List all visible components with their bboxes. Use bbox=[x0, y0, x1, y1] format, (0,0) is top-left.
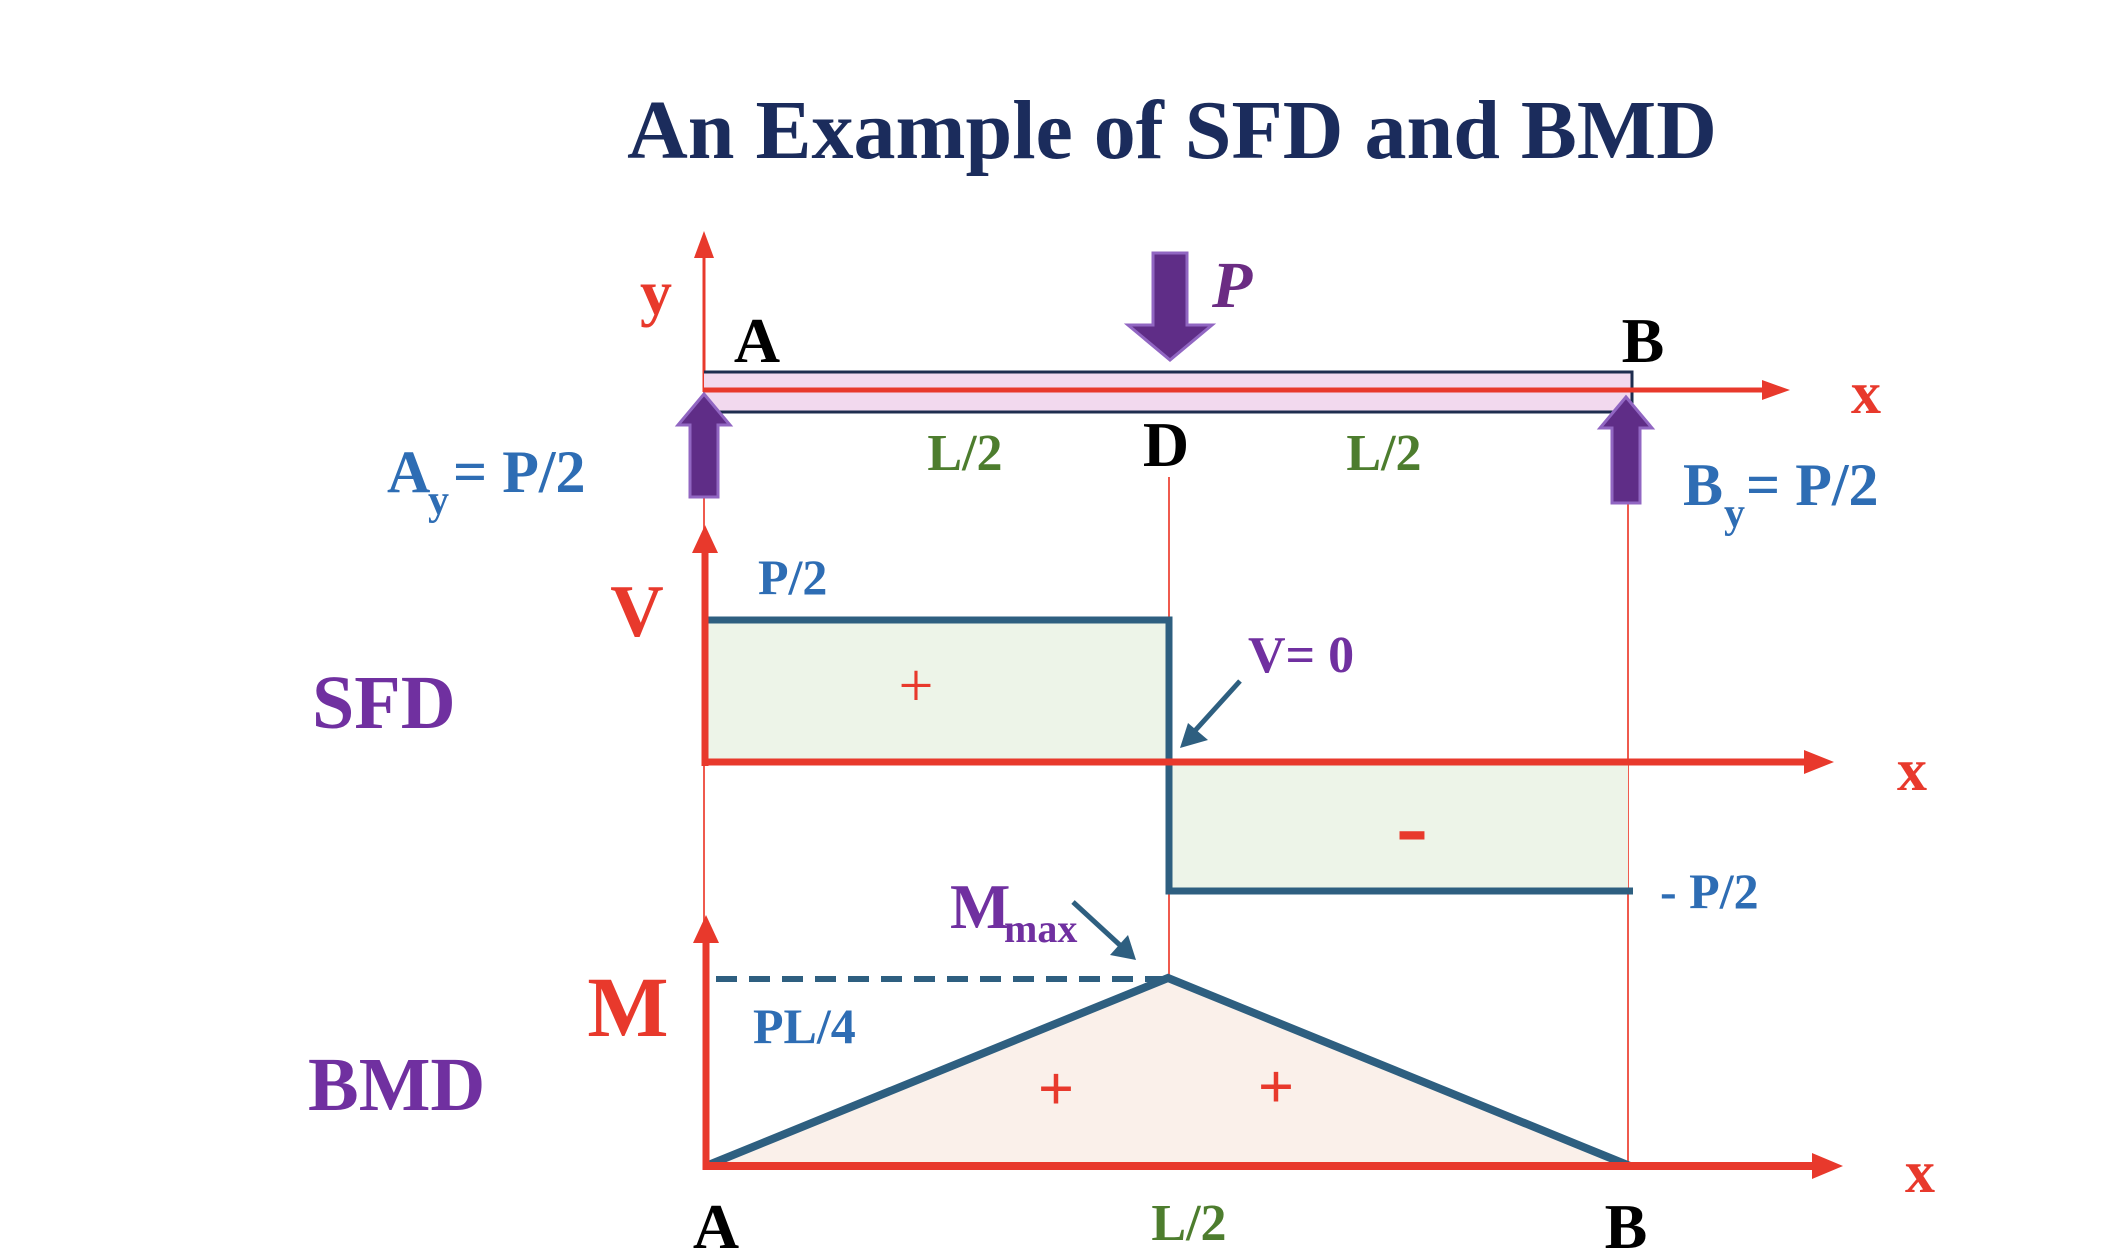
load-p-arrow-shape bbox=[1123, 251, 1217, 362]
bmd-point-a-label: A bbox=[693, 1191, 739, 1252]
load-p-label: P bbox=[1211, 249, 1253, 322]
bmd-mmax-arrow-line bbox=[1071, 900, 1124, 949]
reaction-a-sub: y bbox=[428, 478, 449, 524]
sfd-pos-value-label: P/2 bbox=[758, 549, 827, 605]
reaction-b-value: B y = P/2 bbox=[1683, 452, 1879, 537]
sfd-v0-annotation: V= 0 bbox=[1248, 627, 1354, 684]
reaction-a-arrow-icon bbox=[674, 391, 734, 499]
bmd-mmax-annotation: M max bbox=[950, 871, 1077, 951]
bmd-mmax-main: M bbox=[950, 871, 1010, 942]
bmd-mmax-annotation-arrow-icon bbox=[1071, 900, 1136, 960]
reaction-b-arrow-shape bbox=[1596, 394, 1656, 505]
reaction-a-arrow-shape bbox=[674, 391, 734, 499]
bmd-point-b-label: B bbox=[1605, 1191, 1648, 1252]
bmd-mmax-arrowhead bbox=[1110, 935, 1136, 960]
sfd-section-label: SFD bbox=[312, 661, 456, 745]
sfd-negative-area bbox=[1169, 762, 1628, 891]
reaction-a-main: A bbox=[387, 439, 430, 505]
sfd-x-axis-arrowhead bbox=[1804, 750, 1834, 774]
bmd-mmax-sub: max bbox=[1004, 906, 1077, 951]
bmd-x-axis-arrowhead bbox=[1812, 1153, 1843, 1179]
sfd-neg-value-label: - P/2 bbox=[1660, 863, 1759, 919]
sfd-v0-arrowhead bbox=[1180, 723, 1208, 748]
bmd-m-axis-arrowhead bbox=[693, 915, 719, 943]
bmd-plus-right: + bbox=[1258, 1051, 1294, 1122]
reaction-a-rest: = P/2 bbox=[453, 439, 586, 505]
reaction-b-arrow-icon bbox=[1596, 394, 1656, 505]
beam-point-b-label: B bbox=[1622, 305, 1665, 376]
sfd-x-axis-label: x bbox=[1897, 737, 1927, 803]
sfd-v-axis-label: V bbox=[610, 571, 663, 653]
bmd-mid-label: L/2 bbox=[1151, 1195, 1226, 1252]
sfd-v0-annotation-arrow-icon bbox=[1180, 679, 1242, 748]
sfd-v-axis-arrowhead bbox=[692, 525, 718, 553]
bmd-m-axis-label: M bbox=[587, 959, 668, 1055]
span-left-label: L/2 bbox=[927, 425, 1002, 482]
beam-point-d-label: D bbox=[1143, 409, 1189, 480]
bmd-curve bbox=[704, 973, 1632, 1170]
reaction-b-rest: = P/2 bbox=[1746, 452, 1879, 518]
reaction-a-value: A y = P/2 bbox=[387, 439, 586, 524]
beam-x-axis-arrowhead bbox=[1762, 380, 1790, 400]
bmd-peak-value-label: PL/4 bbox=[753, 998, 856, 1054]
bmd-x-axis-label: x bbox=[1905, 1139, 1935, 1205]
beam-point-a-label: A bbox=[734, 305, 780, 376]
sfd-curve bbox=[705, 616, 1633, 895]
bmd-plus-left: + bbox=[1038, 1053, 1074, 1124]
beam-y-axis-arrowhead bbox=[694, 231, 714, 258]
page-title: An Example of SFD and BMD bbox=[627, 84, 1717, 177]
beam-y-axis-label: y bbox=[640, 257, 672, 328]
sfd-positive-area bbox=[705, 620, 1169, 762]
sfd-plus-sign: + bbox=[899, 652, 934, 720]
bmd-section-label: BMD bbox=[308, 1043, 485, 1127]
sfd-v0-arrow-line bbox=[1190, 679, 1242, 736]
reaction-b-main: B bbox=[1683, 452, 1723, 518]
bmd-moment-area bbox=[706, 978, 1630, 1166]
reaction-b-sub: y bbox=[1724, 491, 1745, 537]
load-p-arrow-icon bbox=[1123, 251, 1217, 362]
beam-x-axis-label: x bbox=[1851, 360, 1881, 426]
span-right-label: L/2 bbox=[1346, 425, 1421, 482]
sfd-minus-sign: - bbox=[1396, 772, 1428, 879]
